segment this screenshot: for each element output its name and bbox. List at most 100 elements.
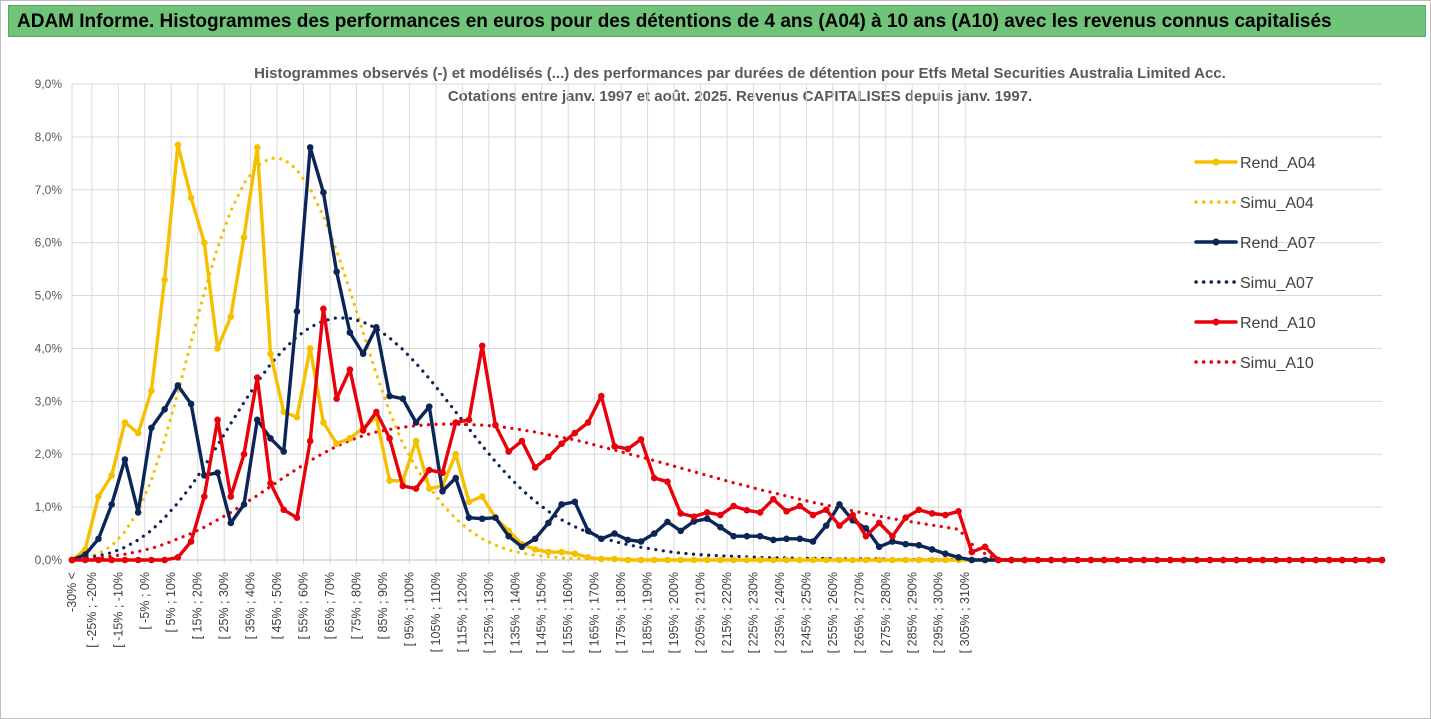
- data-point-rend_a07: [928, 546, 936, 553]
- data-point-rend_a10: [849, 511, 857, 519]
- x-tick-label: [ 185% ; 190%: [641, 572, 655, 653]
- data-point-rend_a04: [664, 556, 671, 564]
- data-point-rend_a07: [677, 527, 684, 535]
- data-point-rend_a10: [492, 421, 499, 429]
- data-point-rend_a10: [717, 511, 724, 519]
- data-point-rend_a04: [783, 556, 790, 564]
- data-point-rend_a10: [1325, 556, 1333, 564]
- y-tick-label: 4,0%: [35, 341, 63, 355]
- data-point-rend_a10: [1193, 556, 1201, 564]
- data-point-rend_a07: [915, 541, 923, 549]
- x-tick-label: [ 205% ; 210%: [694, 572, 708, 653]
- x-tick-label: [ 295% ; 300%: [932, 572, 946, 653]
- data-point-rend_a04: [346, 435, 354, 442]
- y-tick-label: 9,0%: [35, 77, 63, 91]
- x-tick-label: [ 75% ; 80%: [349, 572, 363, 639]
- data-point-rend_a07: [108, 501, 115, 508]
- x-tick-label: [ 35% ; 40%: [244, 572, 258, 639]
- data-point-rend_a07: [293, 308, 301, 315]
- data-point-rend_a10: [558, 440, 565, 447]
- x-tick-label: [ 175% ; 180%: [614, 572, 628, 653]
- data-point-rend_a04: [677, 556, 684, 564]
- data-point-rend_a10: [637, 436, 645, 443]
- data-point-rend_a07: [862, 524, 870, 532]
- data-point-rend_a10: [1286, 556, 1293, 564]
- data-point-rend_a10: [531, 464, 539, 471]
- data-point-rend_a10: [783, 508, 790, 515]
- x-tick-label: [ 45% ; 50%: [270, 572, 284, 639]
- data-point-rend_a10: [743, 506, 751, 514]
- data-point-rend_a07: [942, 550, 949, 557]
- data-point-rend_a10: [1140, 556, 1148, 564]
- x-tick-label: [ 285% ; 290%: [905, 572, 919, 653]
- data-point-rend_a04: [240, 234, 248, 241]
- data-point-rend_a10: [518, 437, 526, 445]
- legend[interactable]: Rend_A04 Simu_A04 Rend_A07 Simu_A07 Rend_A10…: [1194, 155, 1316, 372]
- data-point-rend_a10: [1047, 556, 1055, 564]
- data-point-rend_a10: [240, 450, 248, 458]
- data-point-rend_a04: [690, 556, 698, 564]
- data-point-rend_a10: [1180, 556, 1187, 564]
- data-point-rend_a04: [942, 556, 949, 564]
- x-tick-label: [ 305% ; 310%: [958, 572, 972, 653]
- data-point-rend_a07: [770, 536, 777, 544]
- data-point-rend_a04: [915, 556, 923, 564]
- legend-label-simu_a07: Simu_A07: [1240, 275, 1314, 292]
- data-point-rend_a10: [1061, 556, 1068, 564]
- data-point-rend_a10: [280, 506, 288, 514]
- x-tick-label: [ 95% ; 100%: [402, 572, 416, 646]
- data-point-rend_a07: [240, 501, 248, 508]
- data-point-rend_a04: [478, 493, 486, 500]
- data-point-rend_a10: [770, 495, 777, 503]
- data-point-rend_a07: [743, 532, 751, 540]
- data-point-rend_a10: [505, 448, 512, 455]
- data-point-rend_a07: [465, 514, 473, 521]
- data-point-rend_a10: [1259, 556, 1267, 564]
- data-point-rend_a07: [320, 189, 327, 196]
- data-point-rend_a10: [1246, 556, 1253, 564]
- data-point-rend_a07: [306, 144, 314, 151]
- series-lines: [68, 141, 1386, 564]
- series-line-simu_a10: [70, 422, 1384, 562]
- data-point-rend_a10: [955, 508, 962, 515]
- data-point-rend_a04: [743, 556, 751, 564]
- data-point-rend_a10: [293, 514, 301, 521]
- data-point-rend_a07: [253, 416, 261, 424]
- data-point-rend_a07: [955, 554, 962, 561]
- data-point-rend_a07: [333, 268, 340, 276]
- legend-label-rend_a10: Rend_A10: [1240, 315, 1316, 332]
- data-point-rend_a07: [968, 556, 976, 564]
- data-point-rend_a07: [121, 456, 129, 463]
- data-point-rend_a10: [1339, 556, 1346, 564]
- data-point-rend_a10: [134, 556, 142, 564]
- data-point-rend_a10: [227, 493, 235, 500]
- data-point-rend_a04: [134, 429, 142, 437]
- data-point-rend_a10: [597, 392, 605, 400]
- data-point-rend_a04: [121, 419, 129, 426]
- x-tick-label: [ 265% ; 270%: [852, 572, 866, 653]
- data-point-rend_a10: [756, 509, 764, 516]
- data-point-rend_a04: [584, 554, 592, 561]
- data-point-rend_a04: [320, 419, 327, 426]
- data-point-rend_a07: [875, 543, 883, 551]
- chart-title-line-1: Histogrammes observés (-) et modélisés (…: [254, 65, 1226, 82]
- data-point-rend_a07: [796, 535, 804, 543]
- legend-label-simu_a04: Simu_A04: [1240, 195, 1314, 212]
- data-point-rend_a04: [730, 556, 737, 564]
- data-point-rend_a07: [783, 535, 790, 543]
- data-point-rend_a10: [571, 429, 579, 437]
- data-point-rend_a04: [531, 546, 539, 553]
- x-tick-label: [ -15% ; -10%: [111, 572, 125, 648]
- data-point-rend_a07: [531, 535, 539, 543]
- data-point-rend_a04: [306, 345, 314, 352]
- data-point-rend_a10: [1233, 556, 1240, 564]
- data-point-rend_a10: [915, 506, 923, 514]
- data-point-rend_a04: [95, 493, 102, 500]
- x-tick-label: [ 5% ; 10%: [164, 572, 178, 632]
- data-point-rend_a07: [717, 523, 724, 531]
- y-tick-label: 8,0%: [35, 130, 63, 144]
- data-point-rend_a10: [452, 419, 460, 426]
- data-point-rend_a07: [280, 448, 288, 455]
- x-tick-label: [ 25% ; 30%: [217, 572, 231, 639]
- data-point-rend_a07: [902, 540, 909, 548]
